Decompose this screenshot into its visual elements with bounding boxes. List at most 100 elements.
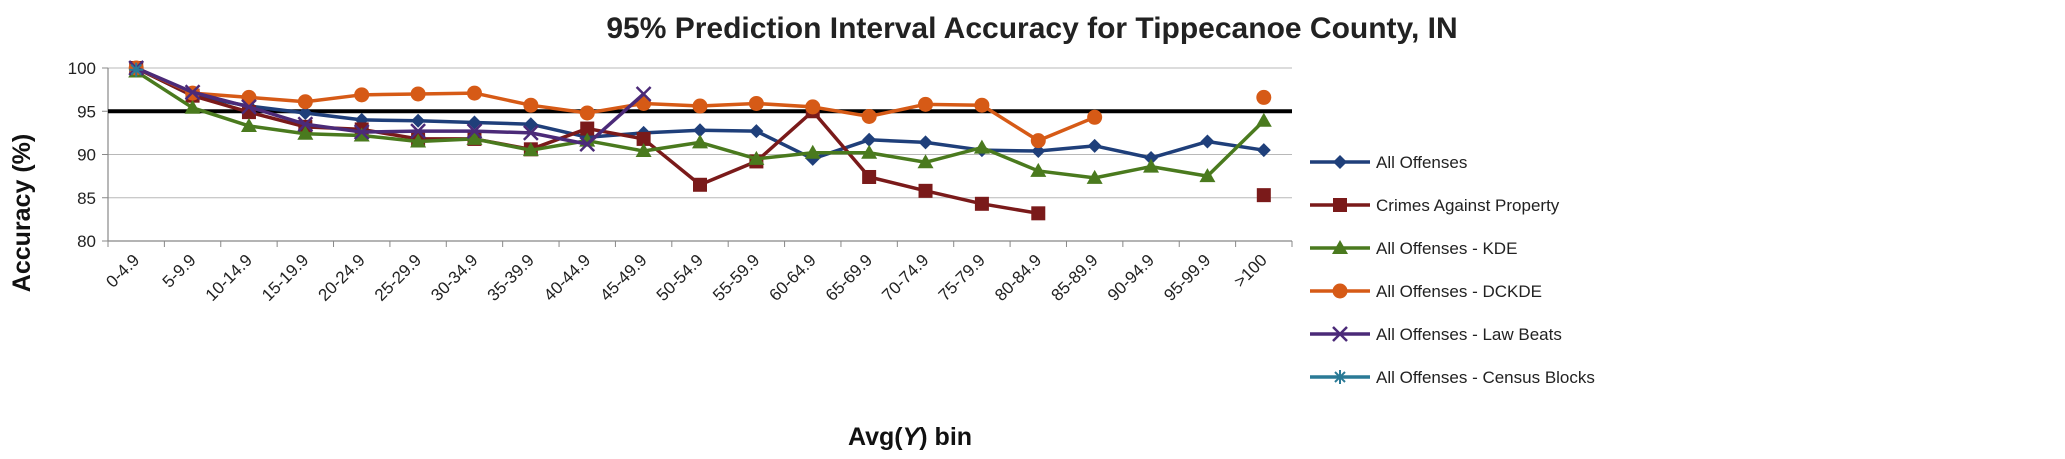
data-point xyxy=(1087,138,1102,153)
data-point xyxy=(635,143,652,158)
x-axis-title-suffix: ) bin xyxy=(919,423,972,451)
data-point xyxy=(241,99,257,115)
data-point xyxy=(129,62,144,77)
x-tick-label: 0-4.9 xyxy=(102,251,143,292)
data-point xyxy=(184,84,201,101)
data-point xyxy=(748,95,764,111)
legend-marker xyxy=(1332,283,1348,299)
series-4 xyxy=(128,60,652,153)
data-point xyxy=(466,123,483,140)
data-point xyxy=(184,99,201,114)
data-point xyxy=(353,127,370,142)
data-point xyxy=(297,94,313,110)
data-point xyxy=(918,96,934,112)
data-point xyxy=(1256,188,1271,203)
data-point xyxy=(410,133,427,148)
data-point xyxy=(1087,109,1103,125)
series-2 xyxy=(128,63,1272,184)
legend-label: All Offenses - Law Beats xyxy=(1376,325,1562,344)
data-point xyxy=(1199,168,1216,183)
chart-title: 95% Prediction Interval Accuracy for Tip… xyxy=(606,12,1457,45)
series-group xyxy=(128,60,1272,221)
data-point xyxy=(692,98,708,114)
data-point xyxy=(411,113,426,128)
data-point xyxy=(523,97,539,113)
data-point xyxy=(918,183,933,198)
x-tick-label: 55-59.9 xyxy=(709,251,763,305)
data-point xyxy=(918,135,933,150)
data-point xyxy=(1030,133,1046,149)
series-5 xyxy=(129,62,144,77)
data-point xyxy=(297,125,314,140)
axes xyxy=(102,67,1293,247)
x-tick-label: 30-34.9 xyxy=(427,251,481,305)
data-point xyxy=(1086,169,1103,184)
data-point xyxy=(353,124,370,140)
data-point xyxy=(1256,143,1271,158)
x-tick-label: 50-54.9 xyxy=(653,251,707,305)
data-point xyxy=(1255,112,1272,127)
data-point xyxy=(862,169,877,184)
legend-marker xyxy=(1333,370,1347,384)
data-point xyxy=(861,108,877,124)
data-point xyxy=(1256,89,1272,105)
data-point xyxy=(240,117,257,132)
data-point xyxy=(804,144,821,159)
data-point xyxy=(1200,134,1215,149)
y-tick-label: 90 xyxy=(77,146,96,165)
legend-label: Crimes Against Property xyxy=(1376,196,1560,215)
series-line xyxy=(135,66,645,146)
y-tick-label: 85 xyxy=(77,189,96,208)
data-point xyxy=(635,86,652,102)
x-tick-labels: 0-4.9 5-9.9 10-14.9 15-19.9 20-24.9 25-29.9 30… xyxy=(102,251,1270,305)
data-point xyxy=(693,177,707,192)
x-tick-label: 5-9.9 xyxy=(159,251,200,292)
data-point xyxy=(522,124,539,141)
x-tick-label: 15-19.9 xyxy=(258,251,312,305)
data-point xyxy=(579,136,596,153)
data-point xyxy=(862,132,877,147)
data-point xyxy=(1031,206,1046,221)
data-point xyxy=(861,144,878,159)
y-tick-labels: 80 85 90 95 100 xyxy=(68,59,96,251)
data-point xyxy=(917,154,934,169)
x-axis-title-variable: Y xyxy=(903,423,922,451)
data-point xyxy=(749,124,764,139)
x-tick-label: 25-29.9 xyxy=(371,251,425,305)
legend-label: All Offenses xyxy=(1376,153,1467,172)
data-point xyxy=(636,131,651,146)
data-point xyxy=(805,99,821,115)
data-point xyxy=(973,139,990,154)
data-point xyxy=(1144,150,1159,165)
y-axis-title: Accuracy (%) xyxy=(8,134,36,292)
legend-marker xyxy=(1332,240,1348,254)
data-point xyxy=(241,89,257,105)
x-tick-label: 65-69.9 xyxy=(822,251,876,305)
legend: All Offenses Crimes Against Property All O… xyxy=(1310,153,1595,387)
x-tick-label: 20-24.9 xyxy=(315,251,369,305)
x-tick-label: 85-89.9 xyxy=(1047,251,1101,305)
x-axis-title: Avg(Y) bin xyxy=(848,423,972,451)
data-point xyxy=(974,97,990,113)
legend-marker xyxy=(1333,198,1347,212)
x-tick-label: 80-84.9 xyxy=(991,251,1045,305)
data-point xyxy=(410,86,426,102)
data-point xyxy=(579,105,595,121)
legend-label: All Offenses - KDE xyxy=(1376,239,1517,258)
x-tick-label: 70-74.9 xyxy=(878,251,932,305)
x-axis-title-prefix: Avg( xyxy=(848,423,903,451)
data-point xyxy=(523,117,538,132)
data-point xyxy=(580,121,595,136)
x-tick-label: 40-44.9 xyxy=(540,251,594,305)
legend-label: All Offenses - DCKDE xyxy=(1376,282,1542,301)
data-point xyxy=(748,150,765,165)
x-tick-label: 60-64.9 xyxy=(766,251,820,305)
data-point xyxy=(354,87,370,103)
x-tick-label: >100 xyxy=(1230,251,1271,292)
data-point xyxy=(636,95,652,111)
data-point xyxy=(466,85,482,101)
y-tick-label: 100 xyxy=(68,59,96,78)
data-point xyxy=(298,105,313,120)
y-tick-label: 95 xyxy=(77,102,96,121)
